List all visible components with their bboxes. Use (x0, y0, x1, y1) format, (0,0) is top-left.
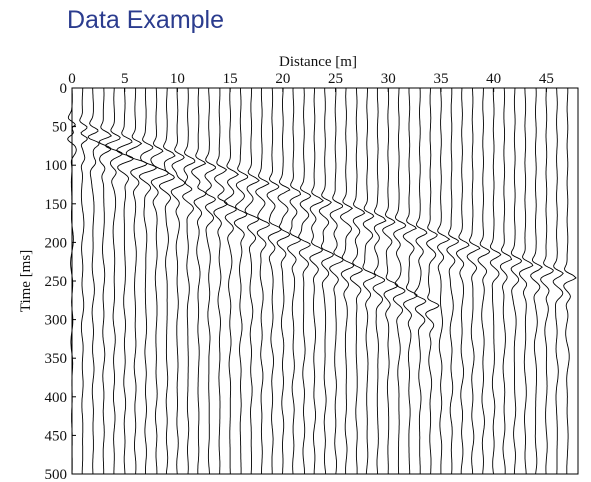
trace (466, 87, 481, 475)
trace (244, 88, 260, 474)
trace (414, 87, 428, 474)
y-tick-label: 150 (45, 197, 68, 213)
trace (518, 88, 534, 475)
trace (499, 87, 513, 475)
trace (79, 87, 88, 474)
trace (191, 87, 207, 475)
x-tick-label: 45 (539, 71, 554, 87)
trace (552, 87, 564, 475)
trace (425, 87, 440, 475)
trace (105, 88, 123, 474)
trace (455, 88, 470, 474)
x-tick-label: 25 (328, 71, 343, 87)
trace (309, 87, 324, 475)
trace (276, 88, 291, 475)
trace (287, 87, 302, 475)
x-axis-label: Distance [m] (279, 54, 357, 70)
y-axis-label: Time [ms] (18, 250, 34, 312)
trace (402, 88, 418, 474)
trace (318, 88, 335, 475)
y-tick-label: 350 (45, 351, 68, 367)
trace (510, 87, 523, 474)
trace (362, 88, 376, 475)
trace (563, 88, 577, 474)
trace (170, 88, 186, 475)
trace (204, 88, 217, 475)
y-tick-label: 100 (45, 158, 68, 174)
x-tick-label: 35 (433, 71, 448, 87)
trace (87, 88, 100, 474)
x-tick-label: 0 (68, 71, 76, 87)
trace (329, 87, 344, 475)
trace (266, 87, 282, 474)
y-tick-label: 450 (45, 428, 68, 444)
trace (233, 87, 249, 475)
x-tick-label: 10 (170, 71, 185, 87)
x-tick-label: 40 (486, 71, 501, 87)
trace (530, 88, 543, 475)
trace (437, 87, 451, 474)
y-tick-label: 50 (52, 120, 67, 136)
x-tick-label: 15 (223, 71, 238, 87)
y-tick-label: 200 (45, 235, 68, 251)
y-tick-label: 250 (45, 274, 68, 290)
y-tick-label: 0 (60, 81, 68, 97)
trace (150, 87, 170, 474)
trace (125, 88, 148, 475)
trace (489, 87, 502, 475)
trace (255, 87, 270, 474)
trace (213, 87, 228, 475)
trace (340, 88, 355, 475)
trace (224, 88, 240, 474)
y-tick-label: 400 (45, 390, 68, 406)
trace (349, 87, 366, 474)
trace (392, 87, 407, 475)
x-tick-label: 20 (275, 71, 290, 87)
trace (159, 88, 176, 475)
y-tick-label: 500 (45, 467, 68, 482)
trace (446, 88, 460, 475)
page-title: Data Example (67, 6, 224, 34)
trace (540, 87, 554, 474)
x-tick-label: 30 (381, 71, 396, 87)
trace (372, 87, 387, 475)
trace (116, 87, 134, 475)
trace (182, 87, 196, 475)
trace (477, 87, 491, 475)
trace (138, 87, 157, 474)
x-tick-label: 5 (121, 71, 129, 87)
trace (98, 87, 113, 474)
trace (67, 87, 77, 475)
trace (382, 87, 399, 474)
y-tick-label: 300 (45, 313, 68, 329)
trace (298, 87, 312, 474)
